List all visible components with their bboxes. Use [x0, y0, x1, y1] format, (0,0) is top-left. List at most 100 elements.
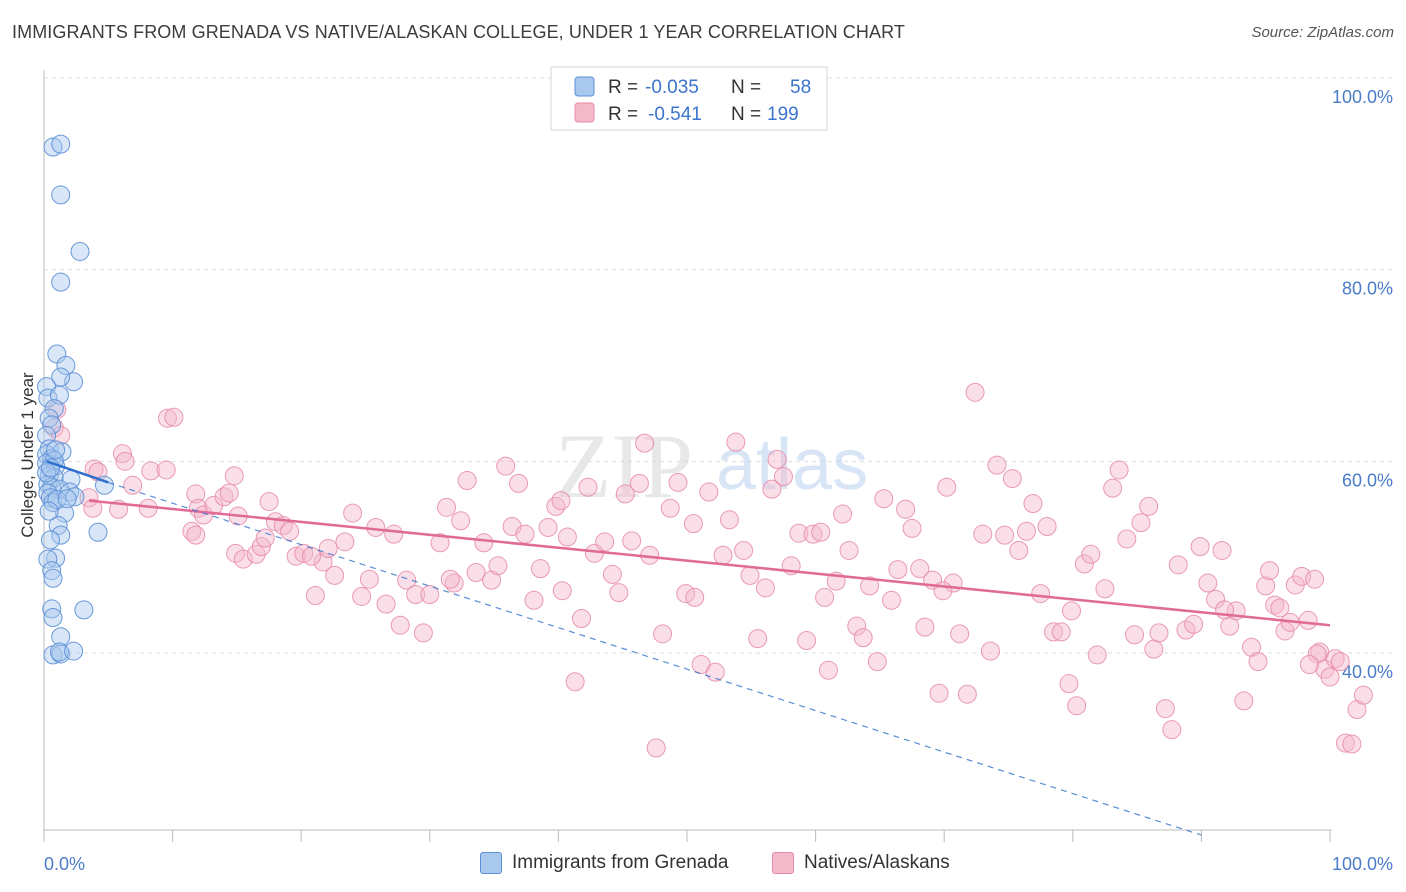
natives-point-132 — [995, 525, 1015, 545]
natives-point-50 — [413, 623, 433, 643]
natives-point-92 — [713, 545, 733, 565]
x-tick-label-1: 100.0% — [1332, 854, 1393, 874]
natives-point-56 — [457, 471, 477, 490]
grenada-point-44 — [74, 600, 94, 620]
natives-point-30 — [259, 492, 279, 512]
natives-point-186 — [1347, 700, 1367, 720]
natives-point-198 — [186, 525, 206, 545]
natives-point-116 — [881, 590, 901, 610]
natives-point-57 — [466, 563, 486, 582]
natives-point-49 — [406, 585, 426, 605]
natives-point-156 — [1162, 720, 1182, 740]
natives-point-14 — [157, 408, 177, 428]
natives-point-141 — [1059, 674, 1079, 694]
natives-point-91 — [705, 662, 725, 682]
natives-point-33 — [280, 521, 300, 541]
grenada-point-3 — [70, 241, 90, 261]
natives-point-111 — [847, 616, 867, 636]
natives-point-79 — [622, 531, 642, 551]
natives-point-184 — [1335, 733, 1355, 753]
natives-point-123 — [929, 683, 949, 703]
trend-lines — [46, 460, 1331, 836]
natives-point-70 — [557, 527, 577, 547]
natives-point-110 — [839, 540, 859, 560]
natives-point-147 — [1103, 478, 1123, 498]
natives-point-60 — [488, 556, 508, 576]
natives-point-119 — [902, 518, 922, 538]
chart-title: IMMIGRANTS FROM GRENADA VS NATIVE/ALASKA… — [12, 22, 905, 42]
natives-point-192 — [933, 581, 953, 601]
natives-point-86 — [668, 472, 688, 492]
legend-swatch-grenada — [480, 852, 502, 874]
natives-point-72 — [572, 609, 592, 628]
natives-point-153 — [1144, 639, 1164, 659]
natives-point-100 — [767, 449, 787, 469]
grenada-point-39 — [46, 548, 66, 568]
grenada-point-42 — [43, 568, 63, 588]
correlation-legend: R = -0.035 N = 58 R = -0.541 N = 199 — [550, 66, 828, 131]
natives-point-140 — [1051, 622, 1071, 642]
legend-r-value-2: -0.541 — [648, 104, 702, 125]
natives-point-93 — [719, 510, 739, 530]
natives-point-195 — [552, 581, 572, 601]
natives-point-136 — [1023, 494, 1043, 513]
grenada-point-49 — [49, 642, 69, 662]
natives-point-51 — [420, 585, 440, 605]
legend-n-label-1: N = — [731, 77, 761, 98]
natives-point-124 — [937, 477, 957, 497]
watermark-atlas: atlas — [716, 425, 868, 505]
natives-point-78 — [615, 484, 635, 504]
legend-label-grenada: Immigrants from Grenada — [512, 852, 729, 873]
natives-point-181 — [1320, 667, 1340, 687]
natives-point-146 — [1095, 579, 1115, 599]
legend-label-natives: Natives/Alaskans — [804, 852, 950, 873]
natives-point-23 — [224, 466, 244, 486]
natives-point-144 — [1081, 544, 1101, 564]
grenada-point-53 — [47, 490, 67, 510]
natives-point-104 — [797, 631, 817, 651]
legend-n-value-1: 58 — [790, 77, 811, 98]
natives-point-8 — [115, 451, 135, 471]
grenada-point-7 — [64, 372, 84, 392]
natives-point-171 — [1265, 595, 1285, 615]
grenada-trend-line — [46, 460, 109, 484]
natives-point-25 — [226, 543, 246, 563]
grenada-point-12 — [44, 399, 64, 419]
natives-point-128 — [965, 382, 985, 402]
natives-point-101 — [773, 467, 793, 487]
grenada-point-26 — [42, 477, 62, 497]
legend-n-label-2: N = — [731, 104, 761, 125]
watermark: ZIP atlas — [555, 415, 868, 517]
legend-r-value-1: -0.035 — [645, 77, 699, 98]
y-tick-label-0: 40.0% — [1342, 662, 1393, 682]
natives-point-126 — [950, 624, 970, 644]
natives-point-71 — [565, 672, 585, 692]
natives-point-160 — [1190, 537, 1210, 557]
natives-point-35 — [294, 543, 314, 563]
natives-point-1 — [44, 418, 64, 438]
natives-point-48 — [397, 570, 417, 590]
natives-point-64 — [515, 524, 535, 544]
natives-point-189 — [1299, 655, 1319, 674]
natives-point-137 — [1031, 584, 1051, 604]
natives-point-16 — [182, 521, 202, 541]
natives-point-76 — [602, 564, 622, 584]
natives-point-113 — [860, 576, 880, 596]
natives-point-188 — [1307, 644, 1327, 664]
natives-point-21 — [214, 487, 234, 507]
natives-point-5 — [83, 498, 103, 518]
natives-point-53 — [437, 497, 457, 517]
natives-point-36 — [305, 586, 325, 605]
natives-point-17 — [186, 484, 206, 504]
natives-point-194 — [685, 587, 705, 607]
watermark-zip: ZIP — [555, 415, 693, 517]
natives-point-98 — [755, 578, 775, 598]
natives-point-185 — [1342, 734, 1362, 754]
natives-point-168 — [1248, 652, 1268, 672]
natives-point-115 — [874, 489, 894, 509]
grenada-point-54 — [39, 501, 59, 521]
grenada-point-4 — [51, 272, 71, 292]
natives-point-120 — [910, 559, 930, 579]
natives-point-157 — [1168, 555, 1188, 575]
